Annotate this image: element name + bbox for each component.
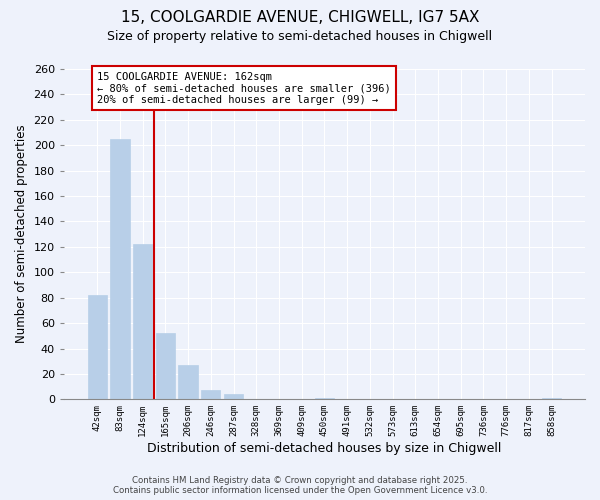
Bar	[201, 390, 220, 400]
Y-axis label: Number of semi-detached properties: Number of semi-detached properties	[15, 125, 28, 344]
Bar	[224, 394, 243, 400]
Bar	[315, 398, 334, 400]
Bar	[155, 334, 175, 400]
X-axis label: Distribution of semi-detached houses by size in Chigwell: Distribution of semi-detached houses by …	[147, 442, 502, 455]
Text: Contains HM Land Registry data © Crown copyright and database right 2025.
Contai: Contains HM Land Registry data © Crown c…	[113, 476, 487, 495]
Bar	[133, 244, 152, 400]
Bar	[88, 295, 107, 400]
Bar	[178, 365, 198, 400]
Text: 15, COOLGARDIE AVENUE, CHIGWELL, IG7 5AX: 15, COOLGARDIE AVENUE, CHIGWELL, IG7 5AX	[121, 10, 479, 25]
Text: 15 COOLGARDIE AVENUE: 162sqm
← 80% of semi-detached houses are smaller (396)
20%: 15 COOLGARDIE AVENUE: 162sqm ← 80% of se…	[97, 72, 391, 104]
Bar	[110, 139, 130, 400]
Bar	[542, 398, 562, 400]
Text: Size of property relative to semi-detached houses in Chigwell: Size of property relative to semi-detach…	[107, 30, 493, 43]
